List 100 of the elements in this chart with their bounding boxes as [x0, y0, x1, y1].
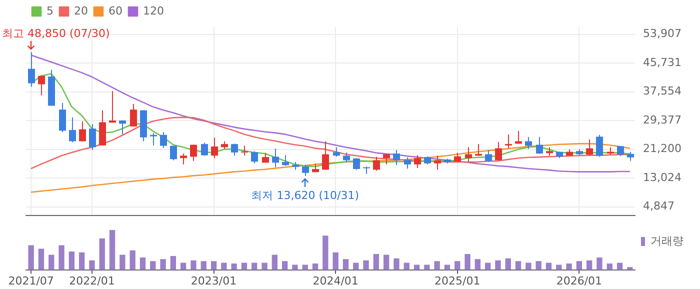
bar [546, 262, 552, 270]
y-tick-label: 4,847 [643, 200, 674, 213]
bar [474, 259, 481, 270]
y-tick-label: 21,200 [643, 142, 682, 156]
x-tick-label: 2023/01 [190, 274, 237, 288]
candlestick [272, 148, 279, 168]
bar [322, 236, 328, 270]
candlestick [627, 151, 634, 162]
bar [363, 260, 369, 270]
candlestick [343, 152, 350, 163]
candlestick [617, 146, 624, 156]
legend-label: 거래량 [650, 234, 684, 248]
candlestick [333, 146, 340, 158]
candlestick [536, 136, 543, 154]
candlestick [353, 158, 360, 170]
y-tick-label: 37,554 [643, 84, 682, 98]
candlestick [119, 120, 126, 135]
y-tick-label: 53,907 [643, 27, 682, 40]
candlestick [99, 110, 106, 146]
candlestick [434, 155, 441, 170]
x-tick-label: 2026/01 [556, 274, 602, 288]
candlestick [150, 132, 157, 146]
bar [434, 261, 440, 270]
bar [302, 264, 308, 270]
candlestick [130, 103, 137, 127]
candlestick [241, 145, 248, 156]
bar [38, 248, 44, 270]
bar [526, 262, 532, 270]
bar [556, 264, 562, 270]
candlestick [525, 136, 532, 150]
bar [515, 261, 522, 270]
candlestick [495, 141, 502, 162]
candlestick [79, 120, 86, 142]
candlestick [302, 164, 309, 176]
bar [414, 264, 420, 270]
candlestick [28, 52, 35, 88]
bar [566, 264, 572, 270]
bar [150, 261, 156, 270]
bar [170, 256, 176, 270]
candlestick [201, 142, 208, 156]
bar [78, 252, 85, 270]
candlestick [190, 144, 197, 162]
bar [130, 250, 136, 270]
bar [342, 259, 349, 270]
bar [58, 245, 64, 270]
candlestick [586, 138, 593, 156]
bar [383, 254, 390, 270]
bar [28, 245, 34, 270]
y-tick-label: 13,024 [643, 170, 682, 184]
bar [180, 262, 186, 270]
bar [444, 264, 450, 270]
candlestick [485, 150, 492, 162]
candlestick [505, 134, 512, 149]
y-tick-label: 29,377 [643, 113, 682, 126]
candlestick [59, 102, 66, 133]
candlestick [38, 75, 45, 96]
legend-label: 5 [46, 4, 54, 18]
legend-label: 60 [108, 4, 122, 18]
candlestick [373, 156, 380, 172]
candlestick [69, 116, 76, 143]
bar [190, 260, 196, 270]
candlestick [251, 150, 258, 164]
bar [332, 252, 338, 270]
candlestick [404, 156, 411, 170]
candlestick [109, 90, 116, 124]
bar [404, 262, 410, 270]
y-tick-label: 45,731 [643, 56, 682, 69]
candlestick [180, 153, 187, 165]
bar [312, 264, 318, 270]
bar [262, 262, 268, 270]
bar [221, 262, 227, 270]
bar [616, 262, 623, 270]
bar [394, 258, 400, 270]
candlestick [231, 143, 238, 156]
candlestick [414, 154, 421, 168]
bar [505, 258, 511, 270]
bar [241, 262, 248, 270]
bar [231, 264, 237, 270]
candlestick [170, 145, 177, 161]
candlestick [322, 140, 329, 170]
bar [596, 258, 602, 270]
bar [424, 264, 430, 270]
x-tick-label: 2025/01 [434, 274, 480, 288]
bar [109, 230, 116, 270]
candlestick [282, 154, 289, 166]
bar [68, 252, 75, 270]
bar [160, 259, 166, 270]
x-tick-label: 2021/07 [8, 274, 54, 288]
bar [464, 254, 470, 270]
legend-label: 20 [74, 4, 88, 18]
candlestick [211, 137, 218, 159]
x-tick-label: 2024/01 [312, 274, 358, 288]
candlestick [89, 124, 96, 151]
bar [586, 260, 592, 270]
candlestick [454, 152, 461, 162]
candlestick [515, 130, 522, 144]
bar [373, 254, 380, 270]
bar [454, 261, 460, 270]
legend-label: 120 [142, 4, 164, 18]
bar [89, 260, 95, 270]
